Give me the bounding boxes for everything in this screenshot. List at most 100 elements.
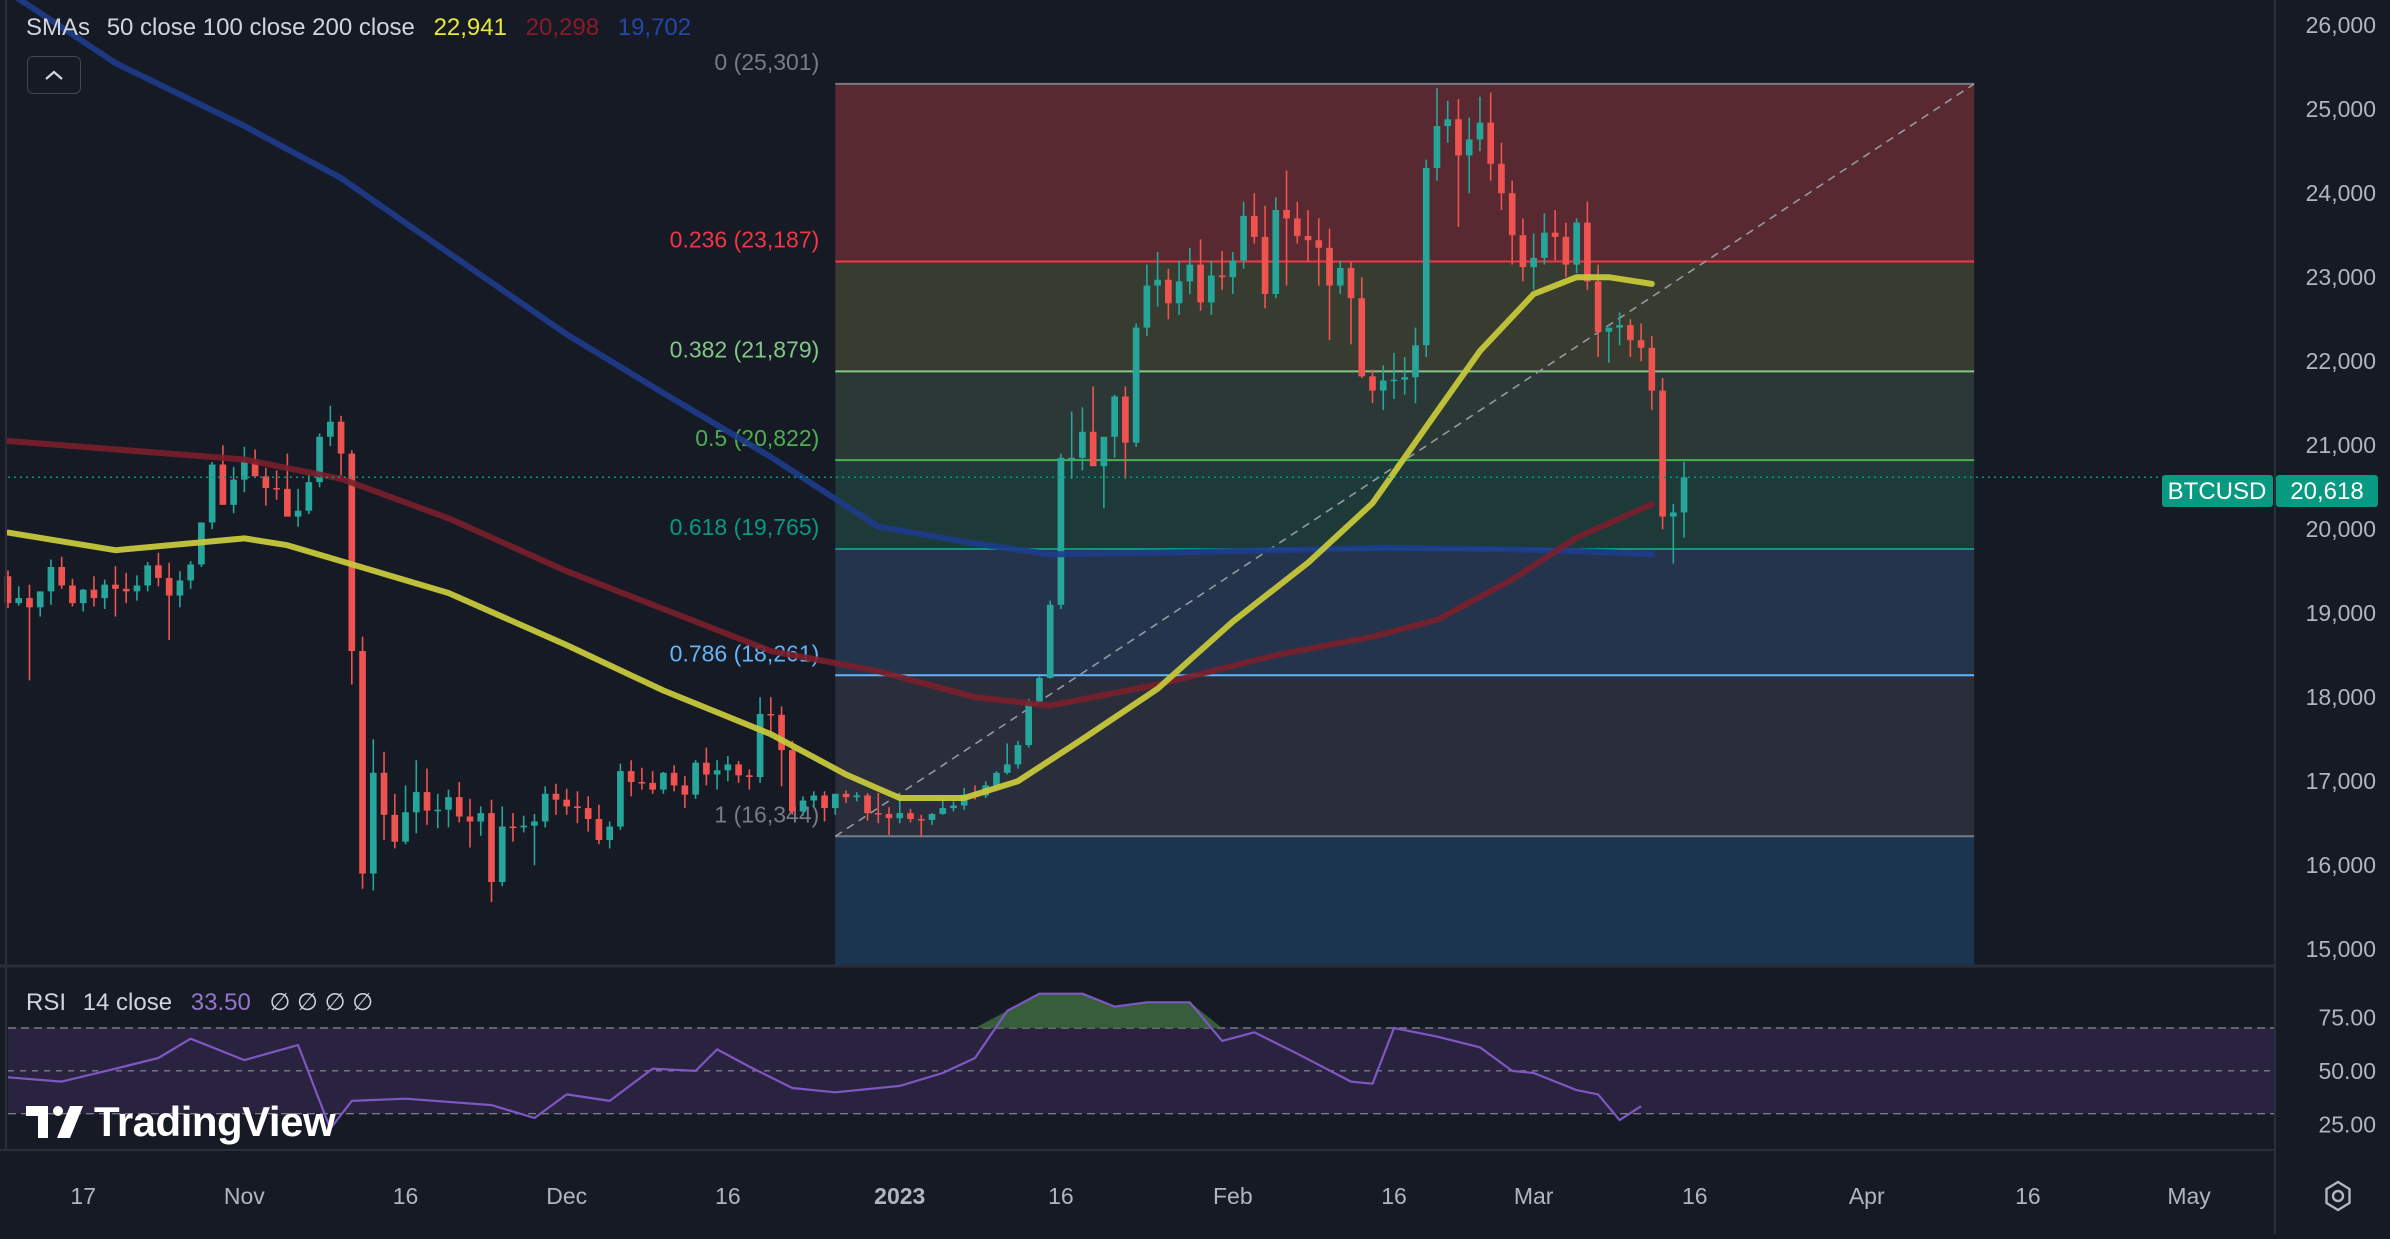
tradingview-logo-text: TradingView [94, 1098, 336, 1145]
candle-body [1530, 257, 1537, 268]
candle-body [4, 576, 12, 604]
candle [907, 808, 914, 823]
fib-trend-line[interactable] [834, 83, 1975, 837]
candle-body [1014, 745, 1022, 765]
candle [1455, 99, 1462, 227]
price-tick-label: 21,000 [2306, 432, 2376, 458]
candle [1390, 352, 1398, 399]
candle [176, 571, 184, 608]
time-tick-label: 16 [1381, 1183, 1407, 1209]
candle-body [885, 813, 893, 819]
candle [273, 470, 280, 500]
candle [574, 791, 581, 824]
candle-body [1068, 457, 1075, 460]
candle-body [1433, 126, 1441, 168]
price-tick-label: 19,000 [2306, 600, 2376, 626]
candle-body [1175, 281, 1183, 304]
candle [466, 798, 474, 848]
candle-body [864, 795, 871, 814]
candle [821, 791, 828, 822]
candle [1487, 92, 1495, 181]
candle [391, 793, 399, 849]
candle [1562, 222, 1570, 278]
fibonacci-retracement[interactable]: 0 (25,301) 0.236 (23,187) 0.382 (21,879) 0.… [670, 49, 1975, 966]
candle-body [1594, 281, 1602, 332]
candle-body [574, 806, 581, 809]
candle-body [627, 771, 635, 783]
candle [326, 405, 334, 447]
candle-body [1562, 236, 1570, 265]
candle-body [1476, 122, 1484, 140]
time-tick-label: 16 [715, 1183, 741, 1209]
candle [1143, 264, 1151, 336]
candle [617, 763, 624, 830]
candle-body [1616, 325, 1623, 328]
fib-label-0-382: 0.382 (21,879) [670, 336, 820, 362]
candle [746, 769, 753, 790]
candle-body [831, 793, 839, 809]
candle-body [713, 770, 721, 775]
candle [1541, 213, 1548, 265]
candle-body [896, 813, 904, 819]
candle [1648, 336, 1656, 410]
candle-body [1283, 210, 1290, 219]
price-tick-label: 17,000 [2306, 768, 2376, 794]
candle-body [1401, 377, 1409, 380]
candle-body [112, 584, 119, 589]
price-tick-label: 26,000 [2306, 12, 2376, 38]
candle [864, 792, 871, 821]
candle-body [1637, 340, 1645, 348]
candle [1046, 600, 1054, 679]
chevron-up-icon [45, 70, 63, 80]
candle [1659, 378, 1666, 530]
sma-legend-params: 50 close 100 close 200 close [107, 14, 415, 41]
candle-body [262, 476, 270, 489]
legend: SMAs 50 close 100 close 200 close 22,941… [26, 14, 691, 1016]
candle [359, 636, 366, 889]
candle [316, 433, 323, 488]
candle-body [122, 588, 130, 592]
candle [165, 562, 173, 641]
candle-body [1046, 604, 1054, 678]
candle [90, 576, 98, 607]
candle-body [1541, 232, 1548, 258]
candle-body [1326, 247, 1333, 286]
candle-body [1648, 347, 1656, 391]
candle [294, 488, 302, 527]
rsi-legend-params: 14 close [83, 989, 172, 1016]
candle [842, 790, 850, 804]
candle-body [1358, 298, 1366, 377]
candle [498, 806, 506, 887]
candle [36, 591, 44, 617]
candle-body [241, 462, 248, 480]
candle [767, 697, 775, 733]
candle [1057, 453, 1065, 609]
candle-body [1208, 275, 1215, 303]
chart-settings-button[interactable] [2318, 1176, 2358, 1216]
candle [1154, 252, 1161, 307]
price-tick-label: 16,000 [2306, 852, 2376, 878]
symbol-tag-label: BTCUSD [2168, 478, 2267, 505]
candle-body [498, 826, 506, 882]
fib-label-0-236: 0.236 (23,187) [670, 226, 820, 252]
candle [1079, 407, 1086, 471]
candle-body [423, 792, 431, 811]
candle-body [563, 799, 571, 807]
candle [1165, 268, 1172, 320]
candle-body [1508, 193, 1516, 236]
candle [1627, 319, 1634, 357]
candle-body [273, 488, 280, 490]
candle-body [1444, 119, 1452, 126]
last-price-tag[interactable]: BTCUSD 20,618 [2162, 475, 2378, 507]
time-tick-label: 16 [1048, 1183, 1074, 1209]
candle [26, 584, 33, 681]
candle [477, 806, 485, 836]
candle [15, 586, 23, 606]
collapse-legend-button[interactable] [27, 56, 81, 94]
candle-body [326, 421, 334, 437]
rsi-pane[interactable] [7, 992, 2275, 1130]
candle-body [466, 816, 474, 822]
time-tick-label: 2023 [874, 1183, 925, 1209]
